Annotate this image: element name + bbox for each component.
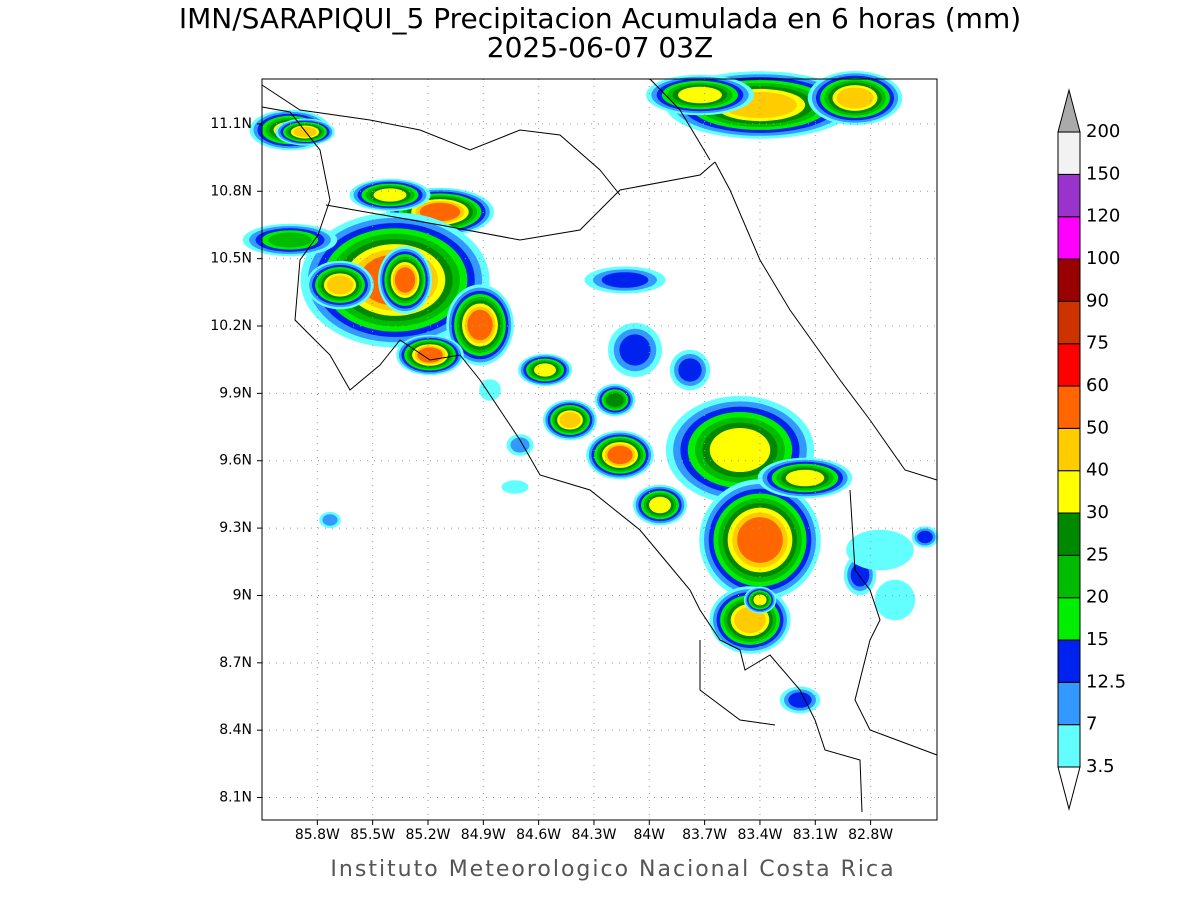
colorbar-label: 90 (1086, 290, 1109, 311)
colorbar-segment (1057, 724, 1081, 768)
precip-area (479, 379, 501, 401)
footer: Instituto Meteorologico Nacional Costa R… (330, 857, 895, 882)
lon-label: 85.5W (350, 827, 395, 843)
precip-area (394, 267, 416, 293)
lon-label: 83.4W (737, 827, 782, 843)
lat-label: 9.9N (219, 385, 252, 401)
colorbar-label: 15 (1086, 629, 1109, 650)
precip-area (836, 87, 874, 109)
subtitle: 2025-06-07 03Z (487, 31, 713, 64)
precip-area (678, 358, 702, 382)
colorbar-segment (1057, 216, 1081, 260)
colorbar-segment (1057, 427, 1081, 472)
precip-area (753, 594, 767, 606)
precip-area (419, 202, 461, 222)
precip-area (268, 232, 312, 248)
map-area (242, 71, 939, 820)
precip-area (788, 692, 812, 708)
colorbar-segment (1057, 258, 1081, 302)
colorbar-segment (1057, 173, 1081, 218)
precip-area (874, 579, 916, 621)
colorbar-segment (1057, 512, 1081, 556)
colorbar-label: 120 (1086, 206, 1120, 227)
lon-label: 84.6W (516, 827, 561, 843)
lon-label: 83.7W (682, 827, 727, 843)
coastlines (261, 78, 938, 813)
lat-label: 10.8N (210, 183, 252, 199)
precip-area (619, 334, 651, 366)
colorbar-segment (1057, 681, 1081, 726)
precip-area (534, 363, 556, 377)
lon-label: 82.8W (848, 827, 893, 843)
precip-area (678, 86, 722, 104)
precip-area (559, 412, 581, 428)
lon-label: 84W (633, 827, 665, 843)
precip-area (467, 309, 493, 341)
precip-area (737, 517, 783, 563)
lat-label: 10.2N (210, 318, 252, 334)
precip-area (917, 530, 933, 544)
precip-area (709, 428, 771, 472)
precip-area (606, 393, 624, 407)
precip-area (293, 126, 317, 138)
colorbar-label: 12.5 (1086, 671, 1126, 692)
lon-label: 83.1W (793, 827, 838, 843)
colorbar-segment (1057, 300, 1081, 345)
colorbar-label: 25 (1086, 544, 1109, 565)
lat-label: 8.1N (219, 790, 252, 806)
colorbar-segment (1057, 343, 1081, 387)
precip-area (601, 272, 649, 288)
colorbar-segment (1057, 554, 1081, 599)
lon-label: 84.3W (571, 827, 616, 843)
colorbar-segment (1057, 385, 1081, 429)
colorbar-label: 20 (1086, 587, 1109, 608)
precip-area (785, 469, 825, 487)
lat-label: 8.7N (219, 655, 252, 671)
lon-label: 84.9W (461, 827, 506, 843)
map-frame (261, 78, 938, 821)
lat-label: 10.5N (210, 251, 252, 267)
colorbar-label: 75 (1086, 333, 1109, 354)
lat-label: 9N (233, 587, 252, 603)
colorbar-segment (1057, 639, 1081, 683)
lat-label: 9.6N (219, 453, 252, 469)
precip-area (649, 496, 671, 514)
colorbar-label: 7 (1086, 714, 1097, 735)
colorbar-segment (1057, 597, 1081, 641)
colorbar-label: 50 (1086, 417, 1109, 438)
precip-area (734, 606, 766, 634)
lon-label: 85.2W (405, 827, 450, 843)
colorbar-label: 30 (1086, 502, 1109, 523)
colorbar-label: 200 (1086, 121, 1120, 142)
colorbar-label: 150 (1086, 163, 1120, 184)
precip-area (846, 529, 914, 571)
colorbar-label: 60 (1086, 375, 1109, 396)
precip-area (322, 514, 338, 526)
colorbar-label: 100 (1086, 248, 1120, 269)
colorbar: 3.5 7 12.5 15 20 25 30 40 50 60 75 90 100 120 150 200 (1057, 88, 1126, 811)
lat-label: 11.1N (210, 116, 252, 132)
colorbar-under (1057, 766, 1081, 811)
precip-area (326, 275, 354, 295)
lat-label: 8.4N (219, 722, 252, 738)
colorbar-over (1057, 88, 1081, 133)
title: IMN/SARAPIQUI_5 Precipitacion Acumulada … (179, 2, 1021, 35)
colorbar-label: 40 (1086, 460, 1109, 481)
precip-area (501, 480, 529, 494)
lat-label: 9.3N (219, 520, 252, 536)
colorbar-segment (1057, 131, 1081, 175)
precip-area (607, 445, 633, 465)
colorbar-label: 3.5 (1086, 756, 1115, 777)
colorbar-segment (1057, 470, 1081, 514)
precip-area (373, 188, 407, 202)
lon-label: 85.8W (295, 827, 340, 843)
